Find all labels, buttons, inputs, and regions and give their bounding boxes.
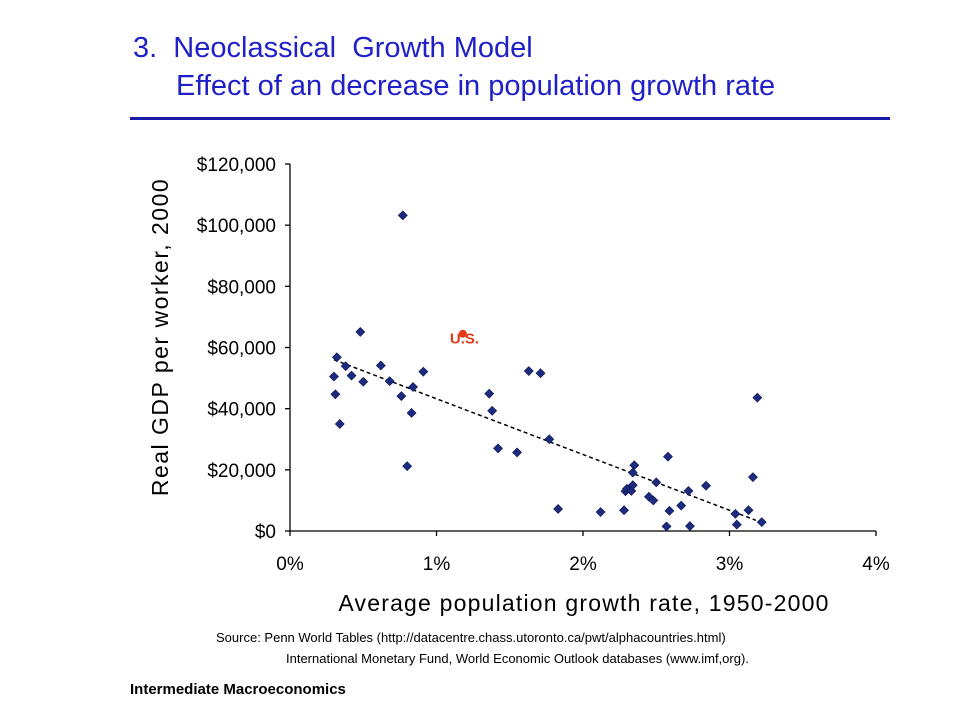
data-point xyxy=(493,443,503,454)
data-point xyxy=(748,472,758,483)
x-axis-label: Average population growth rate, 1950-200… xyxy=(338,590,829,616)
data-point xyxy=(651,477,662,488)
source-line-2: International Monetary Fund, World Econo… xyxy=(286,651,749,666)
us-point-label: U.S. xyxy=(450,331,479,348)
data-point xyxy=(331,352,342,363)
y-tick-label: $40,000 xyxy=(207,400,276,421)
data-point xyxy=(408,382,418,392)
y-axis: $0 $20,000 $40,000 $60,000 $80,000 $100,000 $1… xyxy=(197,155,291,543)
data-point xyxy=(418,366,429,377)
data-point xyxy=(402,461,413,472)
y-axis-label: Real GDP per worker, 2000 xyxy=(147,178,173,496)
data-point xyxy=(701,480,711,491)
footer-label: Intermediate Macroeconomics xyxy=(130,681,346,698)
data-point xyxy=(397,210,408,221)
data-point xyxy=(685,521,695,532)
data-point xyxy=(330,389,341,400)
x-tick-label: 4% xyxy=(862,554,890,575)
data-point xyxy=(663,451,673,462)
data-point xyxy=(358,376,369,387)
data-point xyxy=(346,370,357,381)
data-point xyxy=(752,392,763,403)
data-point xyxy=(661,521,672,532)
data-point xyxy=(731,519,742,530)
data-point xyxy=(406,408,417,418)
data-point xyxy=(619,505,629,516)
data-point xyxy=(334,419,345,429)
data-point xyxy=(523,366,534,376)
data-point xyxy=(355,326,366,337)
trendline-group xyxy=(333,359,757,521)
y-tick-label: $0 xyxy=(255,522,276,543)
data-point xyxy=(396,391,407,402)
trendline xyxy=(333,359,757,521)
data-point xyxy=(384,376,395,387)
data-point xyxy=(544,434,555,445)
data-point xyxy=(629,460,640,471)
source-line-1: Source: Penn World Tables (http://datace… xyxy=(216,630,726,645)
data-point xyxy=(683,486,694,496)
data-point xyxy=(340,361,351,372)
x-tick-label: 2% xyxy=(569,554,597,575)
data-point xyxy=(627,480,638,491)
data-point xyxy=(730,508,741,519)
y-tick-label: $20,000 xyxy=(207,461,276,482)
y-tick-label: $100,000 xyxy=(197,216,276,237)
data-points: U.S. xyxy=(329,210,767,532)
y-tick-label: $60,000 xyxy=(207,339,276,360)
data-point xyxy=(756,517,767,528)
y-tick-label: $80,000 xyxy=(207,277,276,298)
x-tick-label: 1% xyxy=(423,554,451,575)
data-point xyxy=(595,507,606,517)
data-point xyxy=(627,467,638,478)
x-axis: 0% 1% 2% 3% 4% xyxy=(276,530,890,575)
data-point xyxy=(648,495,659,506)
data-point xyxy=(487,405,498,416)
data-point xyxy=(484,388,495,399)
us-point xyxy=(458,329,467,338)
data-point xyxy=(329,371,339,382)
data-point xyxy=(644,491,654,502)
data-point xyxy=(375,360,386,371)
data-point xyxy=(553,504,564,514)
x-tick-label: 3% xyxy=(716,554,744,575)
slide-title-line2: Effect of an decrease in population grow… xyxy=(176,70,776,102)
x-tick-label: 0% xyxy=(276,554,304,575)
data-point xyxy=(664,505,675,516)
data-point xyxy=(743,505,754,516)
y-tick-label: $120,000 xyxy=(197,155,276,176)
data-point xyxy=(535,368,546,379)
slide-title-line1: 3. Neoclassical Growth Model xyxy=(133,32,533,64)
data-point xyxy=(512,447,522,458)
title-rule xyxy=(130,117,890,120)
data-point xyxy=(676,500,687,511)
